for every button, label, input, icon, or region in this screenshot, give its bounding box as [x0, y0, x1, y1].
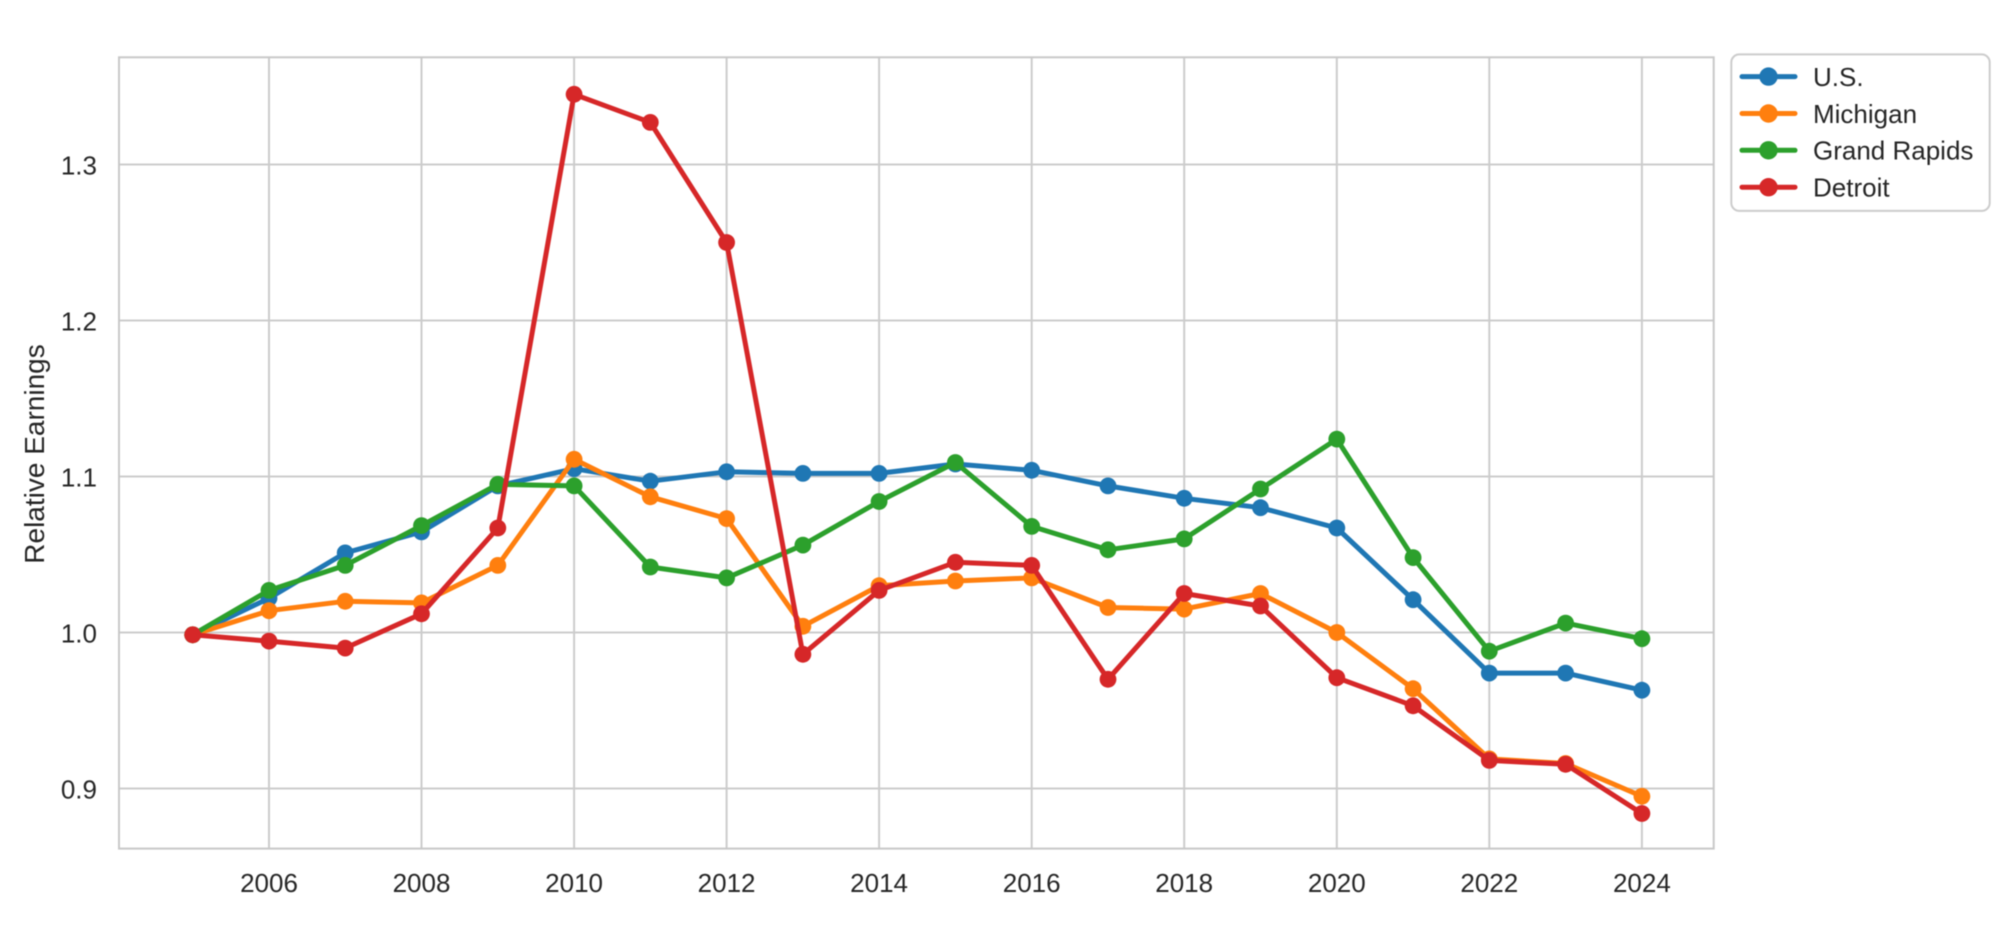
svg-text:1.2: 1.2: [61, 307, 97, 337]
svg-text:2012: 2012: [698, 868, 756, 898]
svg-text:U.S.: U.S.: [1813, 62, 1864, 92]
svg-text:2020: 2020: [1308, 868, 1366, 898]
svg-text:2018: 2018: [1155, 868, 1213, 898]
svg-text:2010: 2010: [545, 868, 603, 898]
svg-text:Detroit: Detroit: [1813, 173, 1890, 203]
svg-text:Grand Rapids: Grand Rapids: [1813, 136, 1973, 166]
svg-text:2022: 2022: [1460, 868, 1518, 898]
svg-text:0.9: 0.9: [61, 775, 97, 805]
svg-text:2006: 2006: [240, 868, 298, 898]
svg-text:2024: 2024: [1613, 868, 1671, 898]
svg-text:1.3: 1.3: [61, 151, 97, 181]
svg-text:1.1: 1.1: [61, 463, 97, 493]
svg-text:1.0: 1.0: [61, 619, 97, 649]
svg-text:2016: 2016: [1003, 868, 1061, 898]
svg-text:Relative Earnings: Relative Earnings: [19, 344, 50, 563]
svg-text:Michigan: Michigan: [1813, 99, 1917, 129]
svg-text:2008: 2008: [393, 868, 451, 898]
svg-text:2014: 2014: [850, 868, 908, 898]
